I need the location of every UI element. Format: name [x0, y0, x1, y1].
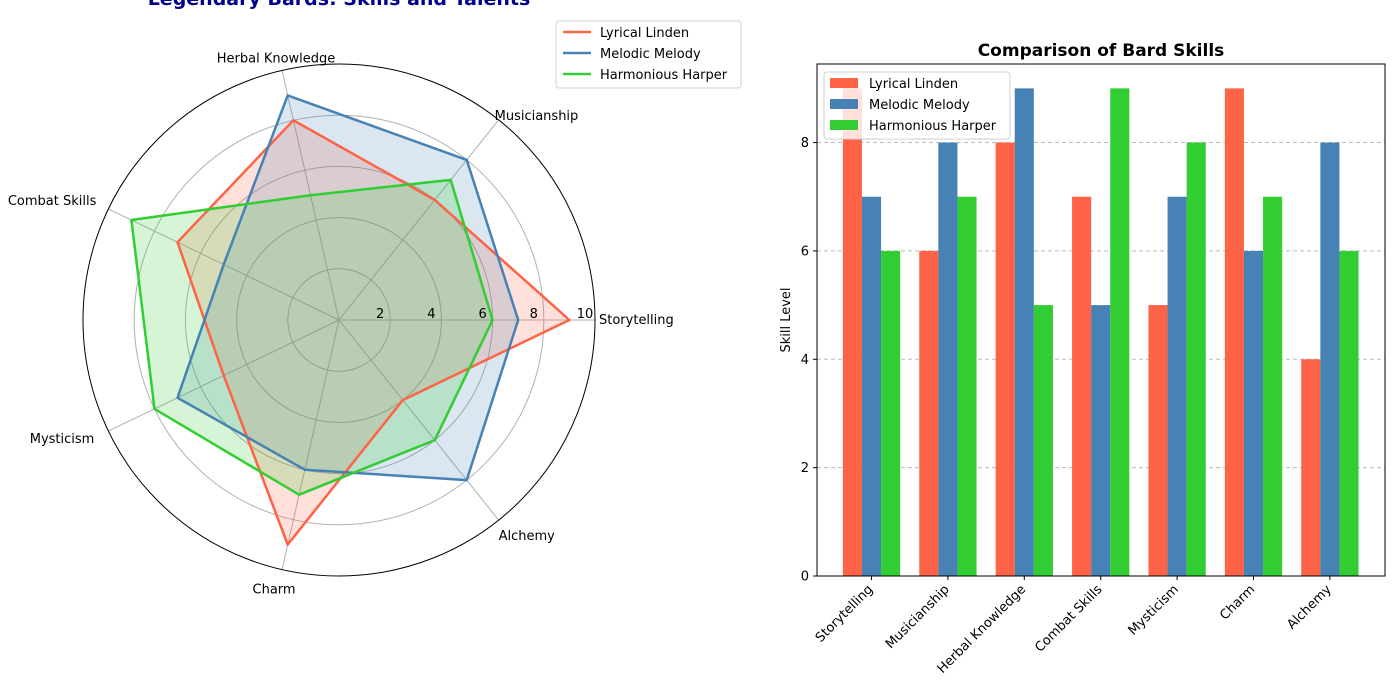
bar: [1033, 305, 1053, 576]
legend-frame: [555, 20, 742, 89]
bar-legend-label: Melodic Melody: [869, 98, 970, 113]
series-line: [176, 94, 520, 482]
radial-tick-label: 4: [427, 307, 435, 322]
bar: [938, 142, 958, 576]
bar: [1148, 305, 1168, 576]
x-tick-label: Mysticism: [1126, 582, 1182, 638]
series-line: [176, 119, 571, 546]
x-tick-label: Alchemy: [1284, 582, 1335, 633]
figure-title: Legendary Bards: Skills and Talents: [148, 0, 531, 10]
legend-label: Lyrical Linden: [600, 26, 689, 41]
y-axis-label: Skill Level: [779, 287, 794, 352]
bar: [842, 88, 862, 576]
bar: [1224, 88, 1244, 576]
radar-frame: [82, 63, 596, 577]
bar-chart-title: Comparison of Bard Skills: [978, 41, 1225, 61]
bar: [1339, 250, 1359, 577]
x-tick-label: Musicianship: [883, 582, 953, 652]
category-label: Musicianship: [495, 109, 579, 124]
y-tick-label: 2: [801, 461, 809, 476]
spoke-gridline: [338, 119, 500, 321]
bar: [1014, 88, 1034, 576]
category-label: Alchemy: [499, 529, 556, 544]
bar: [919, 250, 939, 577]
series-area: [131, 179, 493, 495]
series-area: [177, 120, 570, 545]
category-label: Charm: [253, 583, 296, 598]
bar-legend-swatch: [830, 120, 858, 130]
y-tick-label: 0: [801, 570, 809, 585]
legend-label: Melodic Melody: [600, 47, 701, 62]
y-tick-label: 8: [801, 136, 809, 151]
x-tick-label: Charm: [1217, 582, 1258, 623]
bar-legend-frame: [823, 71, 1011, 140]
spoke-gridline: [281, 319, 340, 570]
bar: [995, 142, 1015, 576]
bar: [957, 196, 977, 577]
x-tick-label: Storytelling: [813, 582, 876, 645]
category-label: Mysticism: [30, 432, 95, 447]
category-label: Herbal Knowledge: [217, 51, 336, 66]
y-tick-label: 4: [801, 353, 809, 368]
bar-legend-swatch: [830, 78, 858, 88]
series-line: [130, 178, 494, 496]
bar: [1072, 196, 1092, 577]
bar-legend-label: Lyrical Linden: [869, 77, 958, 92]
bar: [1110, 88, 1130, 576]
bar-legend-label: Harmonious Harper: [869, 119, 997, 134]
bar: [861, 196, 882, 577]
radial-tick-label: 8: [530, 307, 538, 322]
radar-chart: 2 4 6 8 10 Storytelling Musicianship Herbal Kno…: [8, 51, 674, 597]
bar: [1263, 196, 1283, 577]
bar: [881, 250, 901, 577]
spoke-gridline: [338, 319, 500, 521]
bar: [1243, 250, 1264, 577]
radial-tick-label: 6: [478, 307, 486, 322]
category-label: Combat Skills: [8, 194, 97, 209]
x-tick-label: Combat Skills: [1032, 582, 1105, 655]
radar-legend: Lyrical Linden Melodic Melody Harmonious H…: [555, 20, 742, 89]
y-tick-label: 6: [801, 244, 809, 259]
radial-tick-label: 10: [577, 307, 594, 322]
bar: [1320, 142, 1340, 576]
bar: [1091, 305, 1111, 576]
legend-label: Harmonious Harper: [600, 68, 728, 83]
category-label: Storytelling: [599, 313, 674, 328]
bar: [1301, 359, 1321, 576]
bar-legend-swatch: [830, 99, 858, 109]
series-area: [177, 95, 519, 481]
radial-tick-label: 2: [376, 307, 384, 322]
bar-chart: Comparison of Bard Skills 0 2 4 6 8 Storytelli…: [779, 41, 1386, 677]
bar: [1186, 142, 1206, 576]
bar: [1167, 196, 1187, 577]
